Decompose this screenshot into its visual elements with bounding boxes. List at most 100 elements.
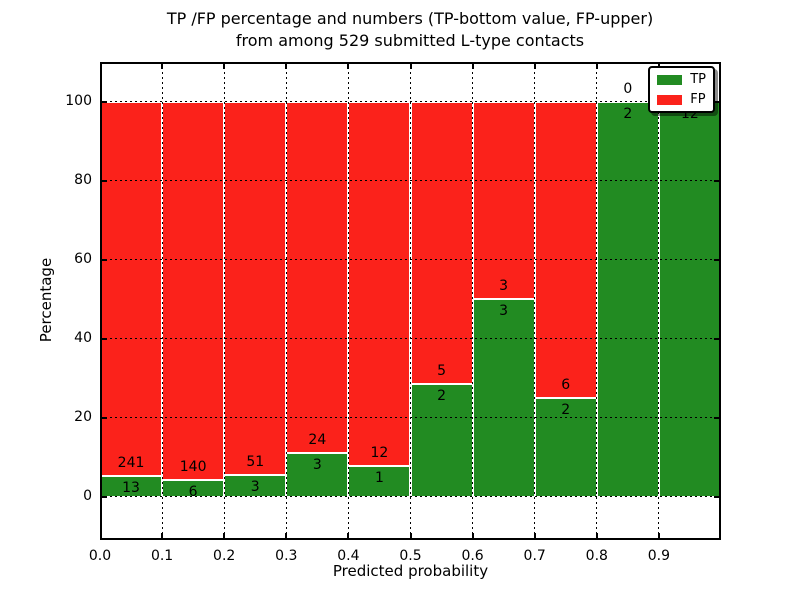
x-tick-mark [409,533,412,538]
y-tick-mark [102,416,107,419]
x-tick-label: 0.1 [150,548,174,564]
y-tick-label: 80 [74,171,92,188]
y-tick-mark [102,495,107,498]
gridline-vertical [161,62,163,540]
legend: TP FP [648,66,715,113]
y-tick-label: 60 [74,250,92,267]
fp-count-label: 24 [308,431,327,448]
x-tick-mark [595,533,598,538]
x-tick-label: 0.9 [647,548,671,564]
x-tick-mark [161,533,164,538]
tp-count-label: 13 [122,480,140,497]
legend-entry-fp: FP [657,93,706,106]
x-axis-label: Predicted probability [332,562,489,580]
x-tick-label: 0.4 [337,548,360,564]
y-tick-mark [714,416,719,419]
legend-label-tp: TP [690,72,706,87]
gridline-horizontal [100,180,721,181]
bar-segment-fp [224,101,287,475]
gridline-vertical [534,62,536,540]
chart-title-line-2: from among 529 submitted L-type contacts [235,31,585,50]
bar-segment-tp [348,466,411,497]
tp-count-label: 3 [250,478,260,495]
gridline-horizontal [100,338,721,340]
legend-entry-tp: TP [657,73,706,86]
x-tick-label: 0.8 [585,548,608,564]
y-tick-mark [714,100,719,103]
fp-color-swatch [657,94,683,105]
plot-area: TP FP 24113140651324312152336202012 [100,62,721,540]
y-tick-mark [102,258,107,261]
gridline-vertical [596,62,598,540]
bar-segment-tp [472,299,535,497]
x-tick-mark [409,64,412,69]
x-tick-mark [657,533,660,538]
x-tick-label: 0.5 [399,548,422,564]
y-tick-mark [102,100,107,103]
bar-segment-tp [162,480,225,497]
y-tick-mark [714,337,719,340]
y-tick-mark [102,179,107,182]
bar-segment-fp [286,101,349,453]
gridline-vertical [223,62,225,540]
bar-segment-fp [472,101,535,300]
gridline-vertical [347,62,349,540]
gridline-vertical [658,62,660,540]
bar-segment-fp [534,101,597,398]
x-tick-mark [533,533,536,538]
bar-segment-tp [286,452,349,497]
bar-segment-fp [162,101,225,481]
fp-count-label: 3 [499,278,509,295]
y-tick-label: 20 [74,408,92,425]
gridline-vertical [285,62,287,540]
fp-count-label: 6 [561,376,571,393]
bar-segment-fp [410,101,473,384]
x-tick-mark [223,533,226,538]
x-tick-label: 0.7 [523,548,546,564]
tp-count-label: 2 [623,105,633,122]
fp-count-label: 140 [179,459,207,476]
x-tick-mark [595,64,598,69]
y-tick-mark [714,258,719,261]
tp-count-label: 6 [188,484,198,501]
x-tick-mark [285,533,288,538]
tp-count-label: 1 [374,470,384,487]
x-tick-label: 0.2 [213,548,236,564]
y-tick-label: 0 [83,487,92,504]
x-tick-label: 0.6 [461,548,484,564]
x-tick-mark [347,64,350,69]
tp-color-swatch [657,74,683,85]
x-tick-mark [471,533,474,538]
chart-title: TP /FP percentage and numbers (TP-bottom… [90,8,730,52]
y-tick-mark [714,179,719,182]
y-tick-mark [714,495,719,498]
bar-segment-fp [100,101,163,477]
fp-count-label: 51 [246,453,265,470]
x-tick-mark [533,64,536,69]
fp-count-label: 241 [117,455,145,472]
gridline-horizontal [100,496,721,498]
bar-segment-tp [534,397,597,497]
fp-count-label: 0 [623,80,633,97]
bar-segment-fp [348,101,411,467]
x-tick-label: 0.0 [88,548,112,564]
y-tick-label: 100 [65,92,92,109]
chart-title-line-1: TP /FP percentage and numbers (TP-bottom… [166,9,654,28]
tp-count-label: 3 [312,456,322,473]
bar-segment-tp [658,101,721,497]
tp-count-label: 2 [437,387,446,404]
gridline-horizontal [100,259,721,261]
tp-count-label: 2 [561,401,571,418]
x-tick-mark [161,64,164,69]
x-tick-mark [471,64,474,69]
fp-count-label: 5 [437,362,446,379]
bar-segment-tp [596,101,659,497]
x-tick-label: 0.3 [275,548,298,564]
x-tick-mark [285,64,288,69]
fp-count-label: 12 [370,445,389,462]
gridline-vertical [472,62,474,540]
y-tick-label: 40 [74,329,92,346]
x-tick-mark [223,64,226,69]
gridline-horizontal [100,101,721,102]
